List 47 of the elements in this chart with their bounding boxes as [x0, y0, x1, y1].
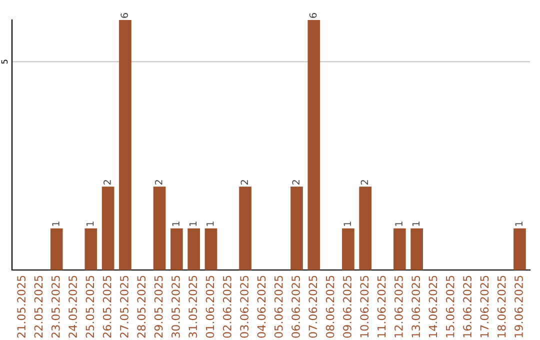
data-label: 2	[240, 180, 248, 185]
x-tick-label: 14.06.2025	[428, 276, 438, 338]
x-tick-label: 21.05.2025	[17, 276, 26, 338]
x-tick-label: 17.06.2025	[480, 276, 489, 338]
data-label: 2	[154, 180, 162, 185]
data-label: 1	[172, 222, 180, 226]
x-tick-label: 04.06.2025	[257, 276, 266, 338]
data-label: 1	[412, 222, 420, 226]
data-label: 1	[52, 222, 60, 226]
x-tick-label: 11.06.2025	[377, 276, 386, 338]
x-tick-label: 02.06.2025	[222, 276, 232, 338]
data-label: 1	[515, 222, 522, 226]
x-tick-label: 16.06.2025	[463, 276, 472, 338]
x-tick-label: 28.05.2025	[137, 276, 146, 338]
data-label: 2	[292, 180, 300, 185]
data-label: 1	[344, 222, 351, 226]
data-label: 1	[189, 222, 196, 226]
x-tick-label: 05.06.2025	[274, 276, 283, 338]
x-tick-label: 18.06.2025	[497, 276, 506, 338]
x-tick-label: 06.06.2025	[292, 276, 300, 338]
x-tick-label: 26.05.2025	[102, 276, 112, 338]
x-tick-label: 08.06.2025	[326, 276, 334, 338]
x-tick-label: 19.06.2025	[514, 276, 523, 338]
x-tick-label: 07.06.2025	[308, 276, 318, 338]
data-label: 2	[360, 180, 368, 185]
data-label: 6	[120, 13, 128, 18]
x-tick-label: 24.05.2025	[68, 276, 77, 338]
data-label: 1	[206, 222, 214, 226]
x-tick-label: 01.06.2025	[206, 276, 214, 338]
x-tick-label: 15.06.2025	[446, 276, 454, 338]
data-label: 6	[309, 13, 317, 18]
x-tick-label: 23.05.2025	[51, 276, 60, 338]
x-tick-label: 12.06.2025	[394, 276, 403, 338]
x-tick-label: 13.06.2025	[412, 276, 420, 338]
x-tick-label: 30.05.2025	[171, 276, 180, 338]
x-tick-label: 03.06.2025	[240, 276, 248, 338]
x-tick-label: 31.05.2025	[188, 276, 198, 338]
data-label: 1	[86, 222, 94, 226]
x-tick-label: 10.06.2025	[360, 276, 369, 338]
x-tick-label: 22.05.2025	[34, 276, 43, 338]
x-tick-label: 25.05.2025	[86, 276, 94, 338]
x-tick-label: 09.06.2025	[343, 276, 352, 338]
x-tick-label: 29.05.2025	[154, 276, 163, 338]
x-tick-label: 27.05.2025	[120, 276, 128, 338]
y-tick-label: 5	[1, 60, 8, 64]
data-label: 2	[104, 180, 111, 185]
data-label: 1	[395, 222, 402, 226]
